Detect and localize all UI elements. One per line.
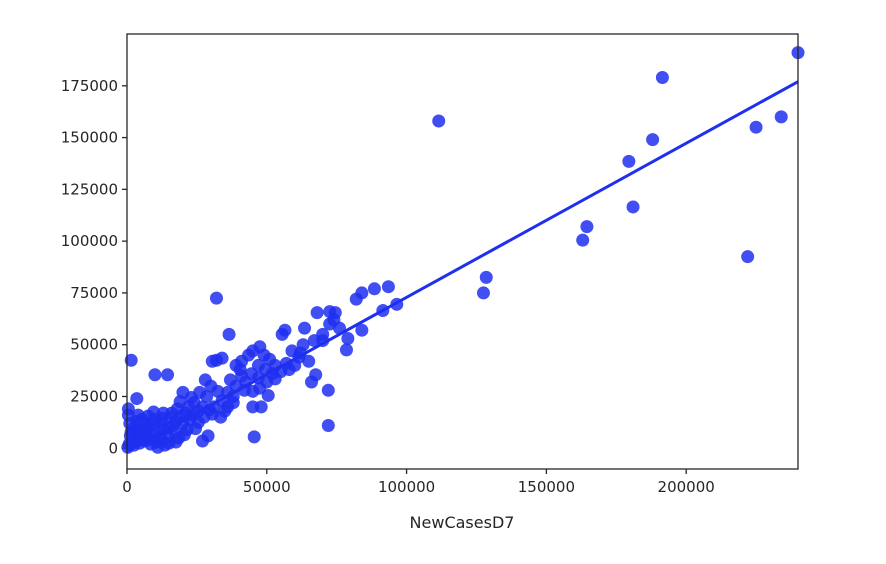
scatter-point xyxy=(307,334,321,348)
scatter-point xyxy=(205,407,219,421)
x-tick-label: 150000 xyxy=(518,478,575,496)
scatter-point xyxy=(367,282,381,296)
scatter-point xyxy=(155,411,169,425)
scatter-point xyxy=(626,200,640,214)
scatter-point xyxy=(321,383,335,397)
scatter-point xyxy=(749,120,763,134)
y-tick-label: 50000 xyxy=(70,336,118,354)
y-tick-label: 150000 xyxy=(61,129,118,147)
scatter-point xyxy=(341,332,355,345)
scatter-point xyxy=(209,291,223,305)
scatter-point xyxy=(655,71,669,84)
scatter-point xyxy=(215,351,229,365)
y-tick-label: 100000 xyxy=(61,232,118,250)
regression-line xyxy=(126,80,799,453)
scatter-point xyxy=(177,428,191,442)
scatter-point xyxy=(195,434,209,448)
scatter-point xyxy=(479,270,493,284)
scatter-point xyxy=(123,429,137,443)
scatter-point xyxy=(148,368,162,382)
scatter-point xyxy=(302,354,316,368)
scatter-point xyxy=(200,390,214,403)
scatter-point xyxy=(247,430,261,444)
scatter-point xyxy=(323,317,337,331)
y-tick-label: 25000 xyxy=(70,388,118,406)
x-tick-label: 200000 xyxy=(658,478,715,496)
scatter-point xyxy=(349,292,363,306)
x-axis-ticks: 0 50000 100000 150000 200000 xyxy=(122,469,715,496)
scatter-point xyxy=(268,372,282,386)
plot-frame xyxy=(126,33,799,470)
scatter-point xyxy=(309,368,323,382)
scatter-points xyxy=(121,46,805,454)
scatter-point xyxy=(246,400,260,414)
scatter-point xyxy=(774,110,788,124)
scatter-point xyxy=(321,419,335,432)
scatter-point xyxy=(121,402,135,416)
y-tick-label: 125000 xyxy=(61,180,118,198)
scatter-point xyxy=(381,280,395,294)
scatter-point xyxy=(124,353,138,367)
scatter-point xyxy=(151,440,165,454)
x-tick-label: 0 xyxy=(122,478,132,496)
scatter-point xyxy=(622,154,636,168)
scatter-point xyxy=(253,381,267,395)
y-tick-label: 75000 xyxy=(70,284,118,302)
scatter-point xyxy=(161,368,175,382)
scatter-point xyxy=(646,133,660,147)
scatter-point xyxy=(242,348,256,362)
scatter-point xyxy=(576,233,590,247)
scatter-point xyxy=(476,286,490,300)
x-tick-label: 50000 xyxy=(243,478,291,496)
scatter-point xyxy=(222,327,236,341)
scatter-point xyxy=(310,306,324,320)
y-axis-ticks: 0 25000 50000 75000 100000 125000 150000 175000 xyxy=(61,77,127,457)
scatter-point xyxy=(162,436,176,450)
scatter-point xyxy=(339,343,353,357)
scatter-point xyxy=(226,396,240,410)
scatter-point xyxy=(355,323,369,337)
x-axis-label: NewCasesD7 xyxy=(410,513,515,532)
x-tick-label: 100000 xyxy=(378,478,435,496)
scatter-point xyxy=(275,327,289,341)
y-tick-label: 175000 xyxy=(61,77,118,95)
scatter-point xyxy=(432,114,446,128)
scatter-point xyxy=(261,388,275,402)
scatter-point xyxy=(131,408,145,422)
scatter-point xyxy=(741,250,755,264)
scatter-point xyxy=(298,321,312,335)
scatter-point xyxy=(130,392,144,406)
y-tick-label: 0 xyxy=(108,439,118,457)
scatter-point xyxy=(205,354,219,368)
scatter-point xyxy=(218,404,232,418)
scatter-point xyxy=(580,220,594,234)
